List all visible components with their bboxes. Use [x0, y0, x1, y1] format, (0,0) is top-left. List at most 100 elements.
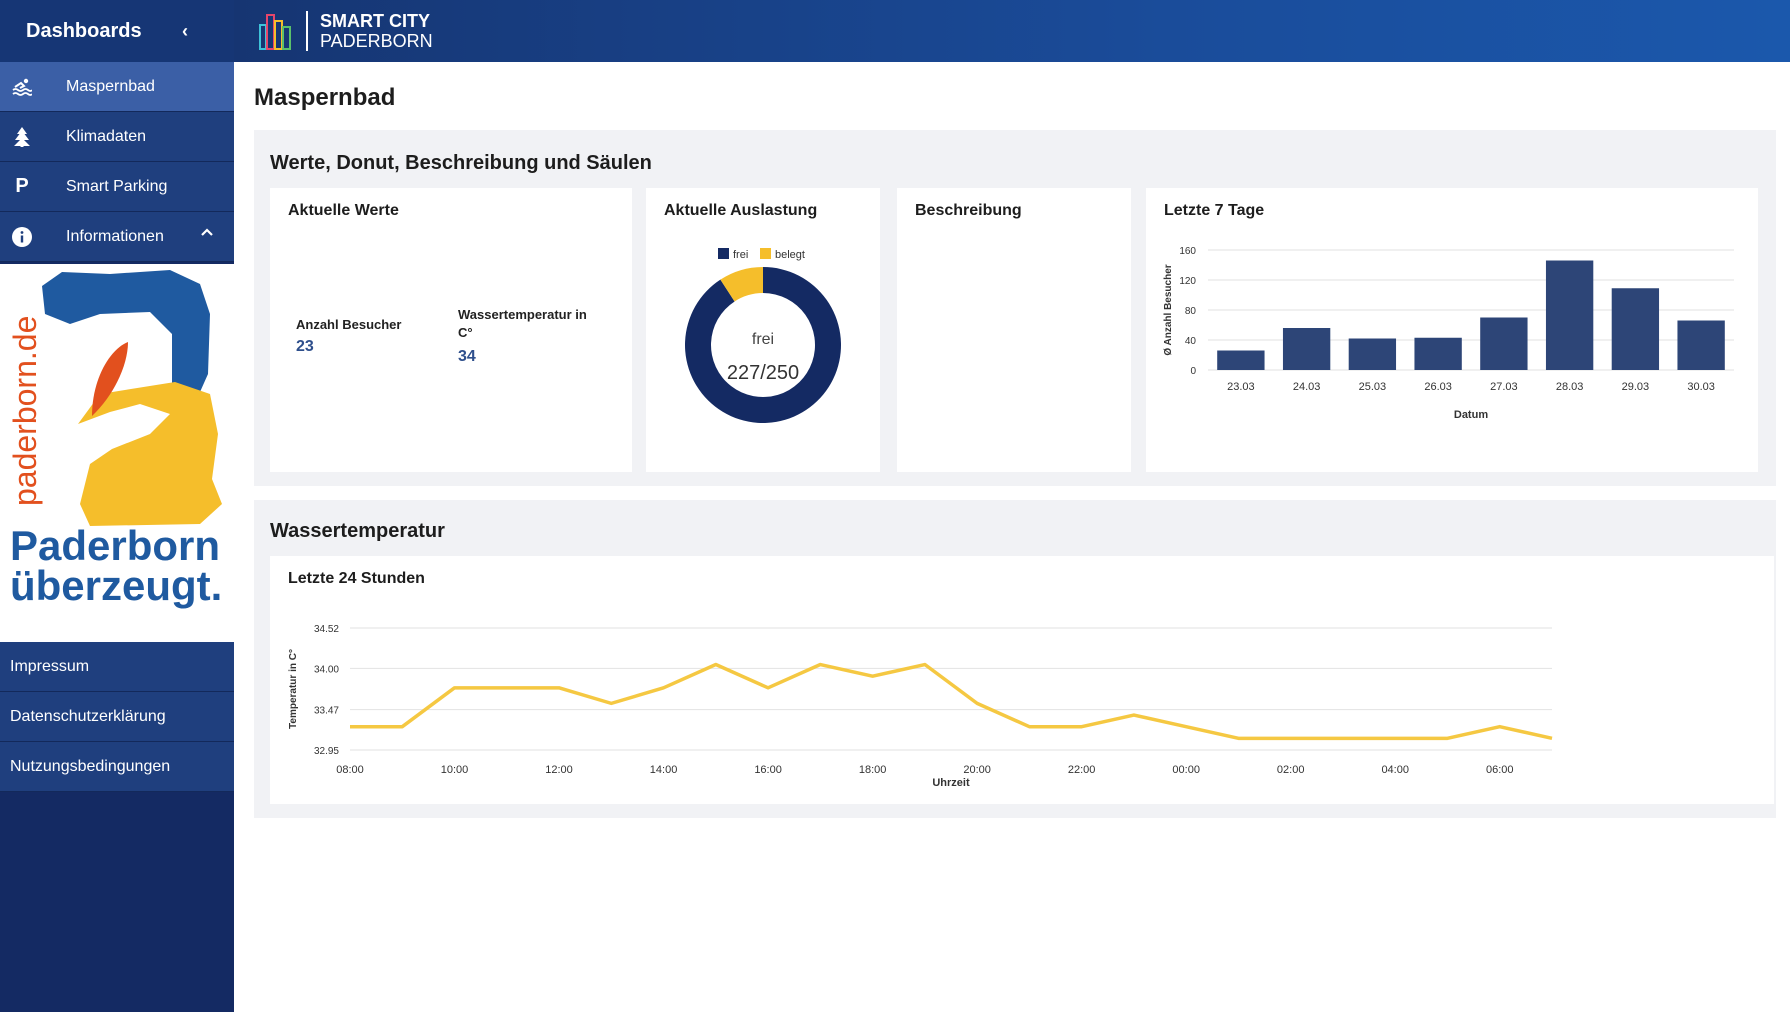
sidebar-title: Dashboards [26, 19, 142, 42]
paderborn-logo: paderborn.de Paderborn überzeugt. [0, 264, 234, 642]
x-axis-label: Uhrzeit [932, 777, 970, 789]
card-title: Letzte 24 Stunden [288, 570, 425, 587]
visitors-value: 23 [296, 338, 314, 355]
logo-slogan-1: Paderborn [10, 522, 220, 569]
visitors-bar-chart: 0 40 80 120 160 23.03 24.03 25.03 26.03 27.03 28.0… [1163, 246, 1734, 421]
bar [1677, 320, 1725, 370]
y-tick-label: 120 [1179, 276, 1196, 287]
water-temperature-section: Wassertemperatur Letzte 24 Stunden 32.95… [254, 500, 1776, 818]
y-tick-label: 160 [1179, 246, 1196, 257]
y-tick-label: 40 [1185, 336, 1197, 347]
y-tick-label: 0 [1190, 366, 1196, 377]
current-values-card: Aktuelle Werte Anzahl Besucher 23 Wasser… [270, 188, 632, 472]
legend-free-label: frei [733, 249, 748, 261]
bar [1414, 337, 1462, 370]
x-tick-label: 23.03 [1227, 381, 1255, 393]
card-title: Aktuelle Werte [288, 202, 399, 219]
x-tick-label: 30.03 [1687, 381, 1715, 393]
collapse-sidebar-icon[interactable]: ‹ [182, 20, 188, 41]
x-tick-label: 20:00 [963, 764, 991, 776]
x-tick-label: 10:00 [441, 764, 469, 776]
y-axis-label: Ø Anzahl Besucher [1163, 264, 1174, 355]
sidebar-item-smart-parking[interactable]: P Smart Parking [0, 162, 234, 212]
donut-center-label: frei [752, 331, 774, 348]
tree-icon [11, 126, 33, 147]
smart-city-logo-icon [259, 14, 291, 50]
card-title: Aktuelle Auslastung [664, 202, 818, 219]
donut-slice-free [685, 267, 841, 423]
brand-line-1: SMART CITY [320, 11, 430, 31]
x-tick-label: 16:00 [754, 764, 782, 776]
sidebar-header: Dashboards ‹ [0, 0, 234, 62]
swimming-icon [11, 78, 33, 96]
x-tick-label: 27.03 [1490, 381, 1518, 393]
last-7-days-card: Letzte 7 Tage 0 40 80 120 160 23.03 24.03 25.03… [1146, 188, 1758, 472]
card-title: Letzte 7 Tage [1164, 202, 1265, 219]
y-tick-label: 34.52 [314, 624, 339, 635]
sidebar-item-label: Smart Parking [66, 177, 168, 195]
y-tick-label: 34.00 [314, 664, 339, 675]
temperature-line-chart: 32.95 33.47 34.00 34.52 08:00 10:00 12:00 14:00… [288, 624, 1553, 789]
sidebar-item-maspernbad[interactable]: Maspernbad [0, 62, 234, 112]
card-title: Beschreibung [915, 202, 1022, 219]
x-tick-label: 24.03 [1293, 381, 1321, 393]
donut-center-value: 227/250 [727, 362, 799, 384]
last-24-hours-card: Letzte 24 Stunden 32.95 33.47 34.00 34.52 08… [270, 556, 1774, 804]
section-title: Wassertemperatur [270, 520, 445, 542]
top-header: SMART CITY PADERBORN [234, 0, 1790, 62]
x-tick-label: 29.03 [1622, 381, 1650, 393]
bar [1480, 317, 1528, 370]
temperature-value: 34 [458, 348, 476, 365]
sidebar-item-label: Maspernbad [66, 77, 155, 95]
y-axis-label: Temperatur in C° [288, 649, 299, 729]
bar [1348, 338, 1397, 370]
bar [1545, 260, 1594, 370]
x-tick-label: 14:00 [650, 764, 678, 776]
brand-name: SMART CITY PADERBORN [306, 11, 433, 51]
sidebar-item-label: Klimadaten [66, 127, 147, 145]
x-tick-label: 12:00 [545, 764, 573, 776]
bar [1611, 288, 1660, 370]
sidebar: Dashboards ‹ Maspernbad Klimadaten P Sma… [0, 0, 234, 1012]
y-tick-label: 33.47 [314, 706, 339, 717]
x-tick-label: 06:00 [1486, 764, 1514, 776]
temperature-series-line [350, 662, 1553, 741]
bar [1282, 328, 1331, 370]
logo-slogan-2: überzeugt. [10, 562, 222, 609]
legend-taken-label: belegt [775, 249, 805, 261]
main-content: Maspernbad Werte, Donut, Beschreibung un… [234, 62, 1790, 1012]
visitors-label: Anzahl Besucher [296, 317, 402, 332]
x-tick-label: 26.03 [1424, 381, 1452, 393]
logo-url-text: paderborn.de [7, 316, 43, 506]
y-tick-label: 32.95 [314, 746, 339, 757]
x-tick-label: 04:00 [1381, 764, 1409, 776]
x-tick-label: 02:00 [1277, 764, 1305, 776]
info-icon [11, 226, 33, 247]
sidebar-item-klimadaten[interactable]: Klimadaten [0, 112, 234, 162]
overview-section: Werte, Donut, Beschreibung und Säulen Ak… [254, 130, 1776, 486]
nutzungsbedingungen-link[interactable]: Nutzungsbedingungen [0, 742, 234, 792]
parking-icon: P [15, 175, 29, 197]
sidebar-item-label: Informationen [66, 227, 164, 245]
donut-slice-taken [720, 267, 763, 302]
x-tick-label: 00:00 [1172, 764, 1200, 776]
y-tick-label: 80 [1185, 306, 1197, 317]
brand-line-2: PADERBORN [320, 31, 433, 51]
datenschutz-link[interactable]: Datenschutzerklärung [0, 692, 234, 742]
occupancy-card: Aktuelle Auslastung frei belegt frei 227… [646, 188, 880, 472]
x-axis-label: Datum [1454, 409, 1488, 421]
description-card: Beschreibung [897, 188, 1131, 472]
legend-free-swatch [718, 248, 729, 259]
x-tick-label: 18:00 [859, 764, 887, 776]
chevron-up-icon[interactable] [200, 225, 214, 244]
page-title: Maspernbad [254, 84, 396, 111]
x-tick-label: 22:00 [1068, 764, 1096, 776]
x-tick-label: 28.03 [1556, 381, 1584, 393]
x-tick-label: 25.03 [1359, 381, 1387, 393]
legend-taken-swatch [760, 248, 771, 259]
temperature-label: Wassertemperatur in C° [458, 307, 587, 340]
occupancy-donut-chart: frei belegt frei 227/250 [685, 248, 841, 423]
bar [1217, 350, 1265, 370]
impressum-link[interactable]: Impressum [0, 642, 234, 692]
sidebar-item-informationen[interactable]: Informationen [0, 212, 234, 262]
